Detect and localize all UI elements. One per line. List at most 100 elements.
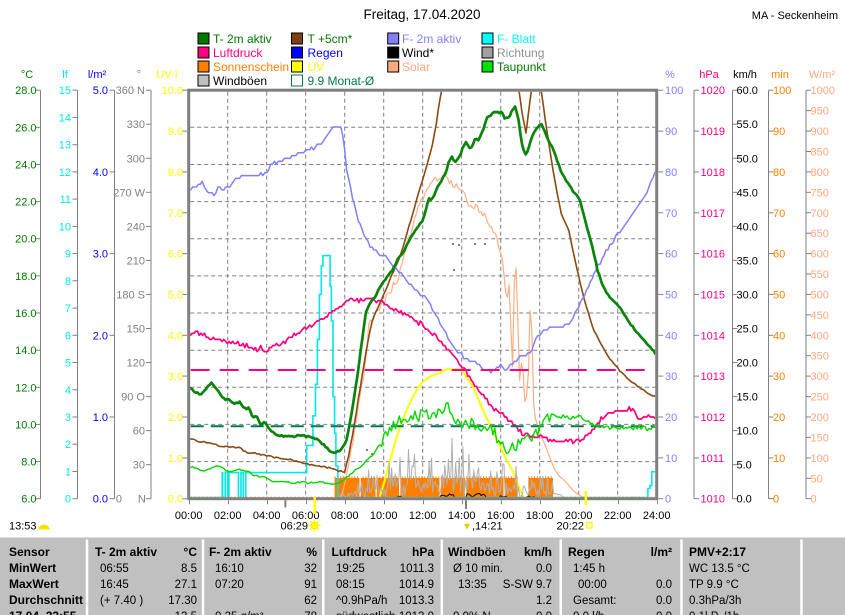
svg-text:%: % xyxy=(665,69,675,81)
svg-text:0.0: 0.0 xyxy=(536,563,552,575)
svg-text:10: 10 xyxy=(665,453,677,465)
svg-text:Solar: Solar xyxy=(402,60,430,74)
svg-text:00:00: 00:00 xyxy=(175,510,203,522)
svg-text:1013: 1013 xyxy=(701,371,725,383)
svg-text:0: 0 xyxy=(811,494,817,506)
svg-text:10.0: 10.0 xyxy=(162,85,183,97)
svg-text:300: 300 xyxy=(811,371,829,383)
svg-text:16:00: 16:00 xyxy=(487,510,515,522)
svg-text:4: 4 xyxy=(65,385,71,397)
svg-text:80: 80 xyxy=(773,167,785,179)
svg-text:18.0: 18.0 xyxy=(15,271,36,283)
svg-text:1015: 1015 xyxy=(701,289,725,301)
svg-text:N: N xyxy=(138,494,146,506)
svg-text:0: 0 xyxy=(773,494,779,506)
svg-text:Windböen: Windböen xyxy=(448,545,506,559)
svg-text:120: 120 xyxy=(127,358,145,370)
svg-text:T +5cm*: T +5cm* xyxy=(308,32,353,46)
svg-text:4.0: 4.0 xyxy=(93,167,108,179)
svg-text:16.0: 16.0 xyxy=(15,308,36,320)
svg-text:km/h: km/h xyxy=(524,545,552,559)
svg-text:1011: 1011 xyxy=(701,453,725,465)
svg-text:lf: lf xyxy=(62,69,68,81)
svg-text:6.0: 6.0 xyxy=(168,249,183,261)
svg-text:13: 13 xyxy=(59,140,71,152)
svg-text:0.0: 0.0 xyxy=(656,595,672,607)
svg-text:06:29: 06:29 xyxy=(280,521,308,533)
svg-text:20.0: 20.0 xyxy=(737,358,758,370)
svg-text:°: ° xyxy=(137,69,141,81)
svg-text:12:00: 12:00 xyxy=(409,510,437,522)
svg-text:30.0: 30.0 xyxy=(737,289,758,301)
svg-text:15.0: 15.0 xyxy=(737,392,758,404)
svg-text:0.0: 0.0 xyxy=(93,494,108,506)
svg-text:60.0: 60.0 xyxy=(737,85,758,97)
svg-text:14.0: 14.0 xyxy=(15,345,36,357)
svg-text:13.5: 13.5 xyxy=(175,611,197,615)
svg-text:l/m²: l/m² xyxy=(88,69,107,81)
svg-text:Wind*: Wind* xyxy=(402,46,434,60)
svg-text:750: 750 xyxy=(811,187,829,199)
svg-text:1.2: 1.2 xyxy=(536,595,552,607)
svg-text:100: 100 xyxy=(811,453,829,465)
svg-text:45.0: 45.0 xyxy=(737,187,758,199)
svg-text:l/m²: l/m² xyxy=(651,545,672,559)
svg-text:MA - Seckenheim: MA - Seckenheim xyxy=(752,10,838,22)
svg-text:30: 30 xyxy=(133,460,145,472)
svg-text:0: 0 xyxy=(665,494,671,506)
svg-text:91: 91 xyxy=(304,579,317,591)
svg-text:150: 150 xyxy=(127,324,145,336)
svg-text:1.0: 1.0 xyxy=(168,453,183,465)
svg-text:25.0: 25.0 xyxy=(737,324,758,336)
svg-text:7: 7 xyxy=(65,303,71,315)
svg-text:850: 850 xyxy=(811,147,829,159)
svg-text:180 S: 180 S xyxy=(116,289,145,301)
svg-text:2.0: 2.0 xyxy=(168,412,183,424)
svg-text:10.0: 10.0 xyxy=(737,426,758,438)
svg-text:PMV+2:17: PMV+2:17 xyxy=(689,545,746,559)
svg-text:10: 10 xyxy=(59,221,71,233)
svg-text:0,0 l/h: 0,0 l/h xyxy=(573,611,604,615)
svg-text:32: 32 xyxy=(304,563,317,575)
svg-text:20: 20 xyxy=(665,412,677,424)
svg-text:2.0: 2.0 xyxy=(93,330,108,342)
svg-text:0.0: 0.0 xyxy=(656,579,672,591)
svg-text:Sonnenschein: Sonnenschein xyxy=(213,60,289,74)
svg-text:1017: 1017 xyxy=(701,208,725,220)
svg-text:200: 200 xyxy=(811,412,829,424)
svg-text:hPa: hPa xyxy=(699,69,719,81)
svg-text:1: 1 xyxy=(65,467,71,479)
svg-text:07:20: 07:20 xyxy=(215,579,244,591)
svg-text:90: 90 xyxy=(665,126,677,138)
svg-text:100: 100 xyxy=(773,85,791,97)
svg-text:550: 550 xyxy=(811,269,829,281)
svg-text:90 O: 90 O xyxy=(121,392,145,404)
svg-text:9: 9 xyxy=(65,249,71,261)
svg-text:▼: ▼ xyxy=(462,522,472,533)
svg-text:150: 150 xyxy=(811,432,829,444)
svg-text:7.0: 7.0 xyxy=(168,208,183,220)
svg-text:11: 11 xyxy=(60,194,71,206)
svg-text:TP 9.9 °C: TP 9.9 °C xyxy=(689,579,739,591)
svg-text:950: 950 xyxy=(811,106,829,118)
svg-text:22.0: 22.0 xyxy=(15,197,36,209)
svg-text:330: 330 xyxy=(127,119,145,131)
svg-text:0: 0 xyxy=(116,494,122,506)
svg-text:8.0: 8.0 xyxy=(21,457,36,469)
svg-text:19:25: 19:25 xyxy=(336,563,365,575)
svg-text:^0.9hPa/h: ^0.9hPa/h xyxy=(336,595,387,607)
svg-text:Gesamt:: Gesamt: xyxy=(573,595,616,607)
svg-text:360 N: 360 N xyxy=(116,85,145,97)
svg-text:0.0: 0.0 xyxy=(168,494,183,506)
svg-text:100: 100 xyxy=(665,85,683,97)
svg-text:8: 8 xyxy=(65,276,71,288)
svg-text:W/m²: W/m² xyxy=(809,69,836,81)
svg-text:F- 2m aktiv: F- 2m aktiv xyxy=(209,545,272,559)
svg-text:240: 240 xyxy=(127,221,145,233)
svg-text:500: 500 xyxy=(811,289,829,301)
svg-text:00:00: 00:00 xyxy=(578,579,607,591)
svg-text:Sensor: Sensor xyxy=(9,545,50,559)
svg-text:28.0: 28.0 xyxy=(15,85,36,97)
svg-text:10:00: 10:00 xyxy=(370,510,398,522)
svg-text:70: 70 xyxy=(773,208,785,220)
